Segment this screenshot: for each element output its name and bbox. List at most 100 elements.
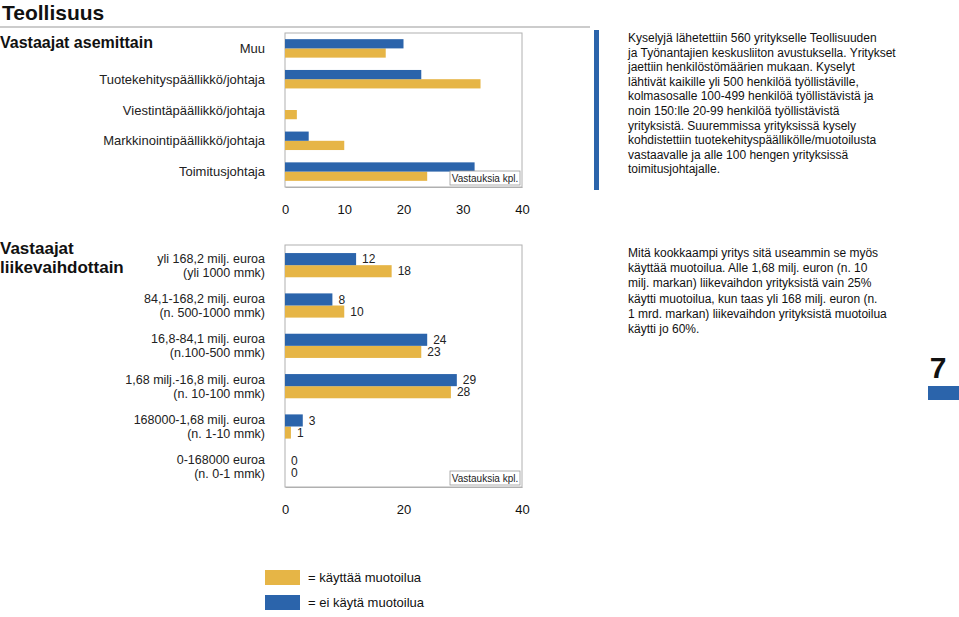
legend-label: = ei käytä muotoilua — [308, 595, 425, 610]
annotation-line: milj. markan) liikevaihdon yrityksistä v… — [628, 276, 872, 290]
annotation-line: kohdistettiin tuotekehityspäällikölle/mu… — [628, 133, 876, 147]
category-label: 168000-1,68 milj. euroa(n. 1-10 mmk) — [134, 413, 265, 441]
bar — [285, 141, 344, 150]
data-label: 0 — [291, 466, 298, 480]
tick: 0 — [282, 487, 289, 517]
tick-label: 20 — [397, 202, 411, 217]
page: Teollisuus 7 Vastaajat asemittain Muu Tuotek… — [0, 0, 959, 617]
chart-title: Vastaajat asemittain — [0, 34, 153, 51]
data-label: 12 — [362, 252, 376, 266]
tick: 0 — [282, 187, 289, 217]
data-label: 0 — [291, 454, 298, 468]
tick: 10 — [338, 187, 352, 217]
bar — [285, 306, 344, 318]
page-marker — [928, 386, 959, 400]
tick-label: 40 — [515, 202, 529, 217]
legend-swatch — [265, 595, 300, 610]
page-number: 7 — [930, 351, 947, 384]
bar — [285, 346, 421, 358]
annotation-bar — [594, 30, 599, 190]
tick-label: 20 — [397, 502, 411, 517]
tick-label: 0 — [282, 502, 289, 517]
category-label: yli 168,2 milj. euroa(yli 1000 mmk) — [157, 252, 265, 280]
data-label: 3 — [309, 414, 316, 428]
tick-label: 30 — [456, 202, 470, 217]
header-rule — [0, 27, 590, 28]
annotation-line: käytti muotoilua, kun taas yli 168 milj.… — [628, 292, 877, 306]
axis-line — [286, 187, 523, 188]
tick-label: 0 — [282, 202, 289, 217]
data-label: 1 — [297, 426, 304, 440]
annotation: Mitä kookkaampi yritys sitä useammin se … — [628, 246, 887, 336]
data-label: 10 — [350, 305, 364, 319]
tick: 40 — [515, 187, 529, 217]
annotation-line: Kyselyjä lähetettiin 560 yritykselle Teo… — [628, 31, 877, 45]
plot-frame — [285, 33, 522, 187]
legend-label: = käyttää muotoilua — [308, 570, 422, 585]
category-label: Markkinointipäällikkö/johtaja — [103, 133, 266, 148]
bar — [285, 253, 356, 265]
data-label: 23 — [427, 345, 441, 359]
x-axis: 0 20 40 — [282, 487, 530, 517]
bar — [285, 386, 451, 398]
category-label: 84,1-168,2 milj. euroa(n. 500-1000 mmk) — [144, 292, 265, 320]
bar — [285, 374, 457, 386]
bar — [285, 162, 475, 171]
data-label: 24 — [433, 333, 447, 347]
bar — [285, 427, 291, 439]
axis-label: Vastauksia kpl. — [452, 173, 519, 184]
bar — [285, 39, 404, 48]
annotation-line: vastaavalle ja alle 100 hengen yrityksis… — [628, 148, 848, 162]
bars — [285, 253, 457, 439]
header: Teollisuus — [2, 1, 104, 24]
data-label: 18 — [398, 264, 412, 278]
bar — [285, 110, 297, 119]
annotation-line: yrityksistä. Suuremmissa yrityksissä kys… — [628, 119, 856, 133]
chart-title: Vastaajatliikevaihdottain — [0, 239, 124, 277]
annotation-line: toimitusjohtajalle. — [628, 162, 720, 176]
data-labels: 1810232810128242930 — [291, 252, 476, 480]
tick: 30 — [456, 187, 470, 217]
bar — [285, 293, 332, 305]
data-label: 8 — [338, 293, 345, 307]
annotation: Kyselyjä lähetettiin 560 yritykselle Teo… — [627, 31, 896, 176]
plot-frame — [285, 245, 522, 487]
data-label: 29 — [463, 373, 477, 387]
tick: 20 — [397, 187, 411, 217]
legend: = käyttää muotoilua = ei käytä muotoilua — [265, 570, 425, 610]
axis-line — [286, 487, 523, 488]
annotation-line: käytti jo 60%. — [628, 322, 699, 336]
category-labels: yli 168,2 milj. euroa(yli 1000 mmk) 84,1-… — [125, 252, 265, 482]
bar — [285, 265, 392, 277]
annotation-line: Mitä kookkaampi yritys sitä useammin se … — [628, 246, 878, 260]
annotation-line: 1 mrd. markan) liikevaihdon yrityksistä … — [628, 307, 887, 321]
tick: 20 — [397, 487, 411, 517]
x-axis: 0 10 20 30 40 — [282, 187, 530, 217]
annotation-line: käyttää muotoilua. Alle 1,68 milj. euron… — [628, 261, 868, 275]
bar — [285, 467, 286, 479]
annotation-line: lähtivät kaikille yli 500 henkilöä työll… — [628, 75, 859, 89]
chart: Vastaajatliikevaihdottain181023281012824… — [0, 239, 887, 517]
axis-label: Vastauksia kpl. — [452, 473, 519, 484]
annotation-line: ja Työnantajien keskusliiton avustuksell… — [627, 46, 896, 60]
bar — [285, 334, 427, 346]
chart: Vastaajat asemittain Muu Tuotekehityspääll… — [0, 30, 896, 217]
bar — [285, 79, 481, 88]
annotation-line: kolmasosalle 100-499 henkilöä työllistäv… — [628, 89, 874, 103]
category-label: Tuotekehityspäällikkö/johtaja — [99, 72, 265, 87]
legend-swatch — [265, 570, 300, 585]
tick: 40 — [515, 487, 529, 517]
bar — [285, 172, 427, 181]
bar — [285, 132, 309, 141]
category-label: 0-168000 euroa(n. 0-1 mmk) — [177, 453, 265, 481]
category-label: Muu — [240, 41, 265, 56]
bars — [285, 39, 481, 181]
bar — [285, 48, 386, 57]
bar — [285, 70, 421, 79]
tick-label: 10 — [338, 202, 352, 217]
category-label: 16,8-84,1 milj. euroa(n.100-500 mmk) — [151, 332, 265, 360]
annotation-line: noin 150:lle 20-99 henkilöä työllistävis… — [628, 104, 840, 118]
bar — [285, 455, 286, 467]
category-labels: MuuTuotekehityspäällikkö/johtajaViestint… — [99, 41, 266, 179]
axis-label-box — [450, 171, 520, 185]
